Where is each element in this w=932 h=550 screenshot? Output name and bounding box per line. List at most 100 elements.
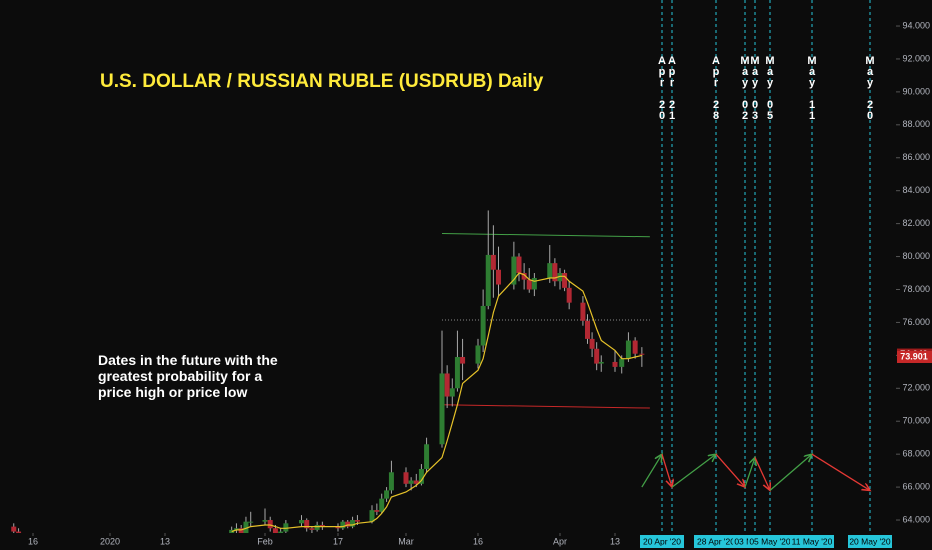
event-axis-box	[694, 535, 738, 548]
candle-body	[547, 263, 553, 278]
y-tick-label: 68.000	[902, 449, 930, 459]
chart-title: U.S. DOLLAR / RUSSIAN RUBLE (USDRUB) Dai…	[100, 71, 544, 92]
candle-body	[449, 388, 455, 397]
event-label: May 03	[749, 55, 761, 121]
y-tick-label: 90.000	[902, 86, 930, 96]
y-tick-label: 72.000	[902, 383, 930, 393]
candle-body	[589, 338, 595, 349]
candle-body	[384, 490, 390, 499]
event-label: Apr 28	[710, 55, 722, 121]
candle-body	[233, 528, 239, 530]
event-axis-label: 05 May '20	[749, 536, 791, 546]
projection-segment	[811, 453, 870, 490]
event-axis-label: 20 May '20	[849, 536, 891, 546]
projection-segment	[641, 454, 662, 488]
candle-body	[278, 531, 284, 533]
annotation-line: price high or price low	[98, 384, 248, 400]
event-label: May 20	[864, 55, 876, 121]
candle-body	[511, 256, 517, 285]
candle-body	[557, 273, 563, 282]
candle-body	[408, 480, 414, 484]
y-tick-label: 94.000	[902, 20, 930, 30]
y-tick-label: 76.000	[902, 317, 930, 327]
candle-body	[639, 353, 645, 355]
candle-body	[594, 348, 600, 364]
event-label: Apr 21	[666, 55, 678, 121]
candle-body	[475, 345, 481, 364]
x-tick-label: 16	[28, 536, 38, 546]
candle-body	[335, 526, 341, 529]
y-tick-label: 78.000	[902, 284, 930, 294]
event-label: May 11	[806, 55, 818, 121]
candle-body	[598, 361, 604, 364]
y-tick-label: 86.000	[902, 152, 930, 162]
candle-body	[580, 302, 586, 321]
candle-body	[340, 521, 346, 529]
candle-body	[490, 254, 496, 270]
projection-segment	[715, 453, 745, 487]
event-axis-box	[640, 535, 684, 548]
y-tick-label: 80.000	[902, 251, 930, 261]
candle-body	[552, 263, 558, 282]
candle-body	[403, 472, 409, 484]
candle-body	[526, 279, 532, 290]
candle-body	[454, 357, 460, 389]
event-label: May 02	[739, 55, 751, 121]
y-tick-label: 88.000	[902, 119, 930, 129]
candle-body	[521, 273, 527, 280]
candle-body	[283, 523, 289, 532]
y-tick-label: 92.000	[902, 53, 930, 63]
x-tick-label: 17	[333, 536, 343, 546]
projection-segment	[661, 453, 672, 487]
candle-body	[566, 287, 572, 303]
candle-body	[262, 520, 268, 522]
x-tick-label: 13	[160, 536, 170, 546]
x-tick-label: Mar	[398, 536, 414, 546]
candle-body	[314, 524, 320, 530]
event-axis-box	[748, 535, 792, 548]
candle-body	[485, 254, 491, 306]
event-axis-label: 11 May '20	[792, 536, 833, 546]
candle-body	[272, 528, 278, 533]
candle-body	[424, 444, 430, 469]
candle-body	[304, 520, 310, 529]
candle-body	[238, 528, 244, 533]
candle-body	[619, 358, 625, 367]
candle-body	[625, 340, 631, 359]
candle-body	[460, 357, 466, 364]
annotation-line: greatest probability for a	[98, 368, 263, 384]
event-axis-box	[790, 535, 834, 548]
x-tick-label: 2020	[100, 536, 120, 546]
candle-body	[585, 320, 590, 339]
candle-body	[531, 277, 537, 290]
event-label: Apr 20	[656, 55, 668, 121]
candle-body	[379, 498, 385, 512]
x-tick-label: 13	[610, 536, 620, 546]
annotation: Dates in the future with the greatest pr…	[98, 352, 278, 400]
candle-body	[516, 256, 522, 274]
x-tick-label: Apr	[553, 536, 567, 546]
projection-segment	[671, 454, 716, 488]
candle-body	[248, 521, 254, 523]
price-label-box	[897, 350, 932, 363]
candle-body	[612, 361, 618, 367]
price-label: 73.901	[900, 351, 928, 361]
candle-body	[374, 510, 380, 512]
level-line	[441, 233, 650, 238]
y-tick-label: 84.000	[902, 185, 930, 195]
candle-body	[345, 521, 351, 527]
x-tick-label: 16	[473, 536, 483, 546]
candle-body	[480, 305, 486, 346]
candle-body	[354, 520, 360, 522]
event-axis-label: 20 Apr '20	[643, 536, 681, 546]
candle-body	[632, 340, 638, 354]
y-tick-label: 66.000	[902, 481, 930, 491]
level-line	[441, 404, 650, 409]
candle-body	[309, 528, 315, 530]
moving-average	[231, 272, 643, 533]
projection-segment	[744, 457, 755, 488]
candle-body	[439, 373, 445, 445]
candle-body	[418, 468, 424, 484]
